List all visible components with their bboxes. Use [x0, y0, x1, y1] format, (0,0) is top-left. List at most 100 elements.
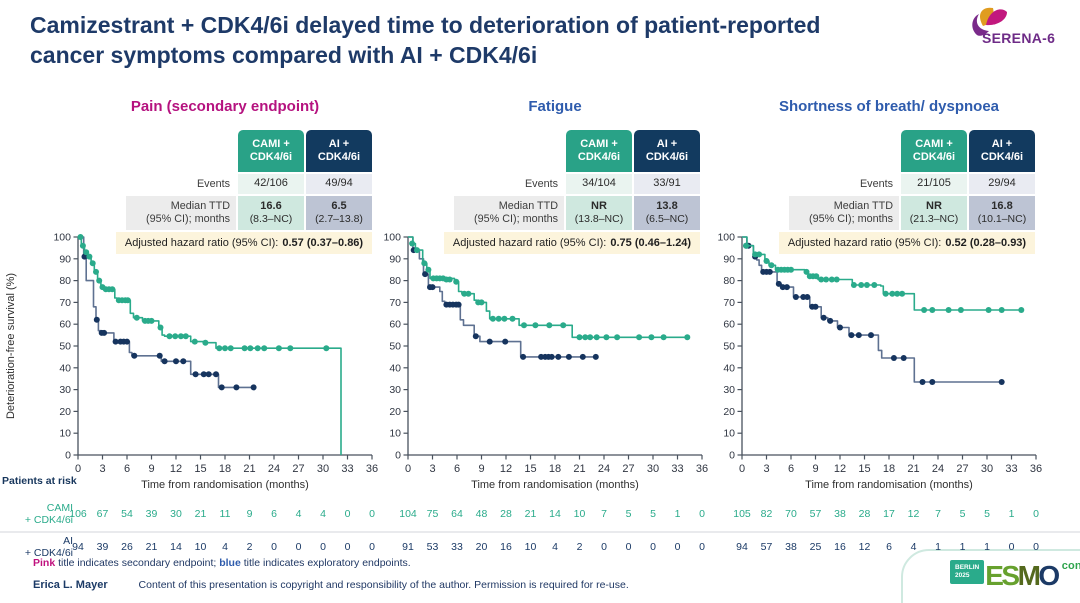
hazard-ratio-value: 0.75 (0.46–1.24) [610, 237, 692, 249]
svg-text:21: 21 [573, 463, 585, 475]
censor-mark [555, 353, 562, 360]
censor-mark [576, 334, 583, 341]
svg-text:39: 39 [146, 508, 158, 520]
median-ai-value: 16.8 (10.1–NC) [969, 196, 1035, 230]
svg-text:21: 21 [243, 463, 255, 475]
svg-text:0: 0 [345, 541, 351, 553]
censor-mark [191, 338, 198, 345]
panel-title-dyspnoea: Shortness of breath/ dyspnoea [778, 98, 1000, 115]
censor-mark [648, 334, 655, 341]
hazard-ratio-value: 0.52 (0.28–0.93) [945, 237, 1027, 249]
svg-text:9: 9 [148, 463, 154, 475]
svg-text:1: 1 [1009, 508, 1015, 520]
svg-text:33: 33 [1005, 463, 1017, 475]
svg-text:100: 100 [383, 232, 401, 244]
censor-mark [131, 352, 138, 359]
censor-mark [998, 307, 1005, 313]
events-row-label: Events [859, 177, 893, 190]
svg-text:1: 1 [984, 541, 990, 553]
censor-mark [779, 284, 786, 291]
serena-6-logo: SERENA-6 [968, 4, 1072, 56]
svg-text:90: 90 [723, 253, 735, 265]
footnote-pink-word: Pink [33, 557, 56, 569]
svg-text:0: 0 [75, 463, 81, 475]
svg-text:33: 33 [671, 463, 683, 475]
svg-text:0: 0 [1033, 541, 1039, 553]
censor-mark [205, 371, 212, 378]
median-ai-value: 6.5 (2.7–13.8) [306, 196, 372, 230]
svg-text:0: 0 [405, 463, 411, 475]
censor-mark [743, 242, 750, 249]
svg-text:30: 30 [170, 508, 182, 520]
svg-text:0: 0 [699, 541, 705, 553]
at-risk-table: 105 94 82 57 70 38 57 25 38 16 28 12 17 6 12 4 7 1 5 1 5 1 1 0 0… [712, 508, 1080, 553]
hazard-ratio-band: Adjusted hazard ratio (95% CI): 0.57 (0.… [116, 232, 372, 254]
svg-text:60: 60 [59, 319, 71, 331]
svg-text:24: 24 [268, 463, 280, 475]
censor-mark [820, 314, 827, 321]
svg-text:12: 12 [170, 463, 182, 475]
cami-column-header: CAMI + CDK4/6i [901, 130, 967, 172]
svg-text:39: 39 [97, 541, 109, 553]
hazard-ratio-band: Adjusted hazard ratio (95% CI): 0.75 (0.… [444, 232, 700, 254]
stats-corner-cell [789, 130, 899, 172]
censor-mark [414, 247, 420, 254]
svg-text:25: 25 [810, 541, 822, 553]
svg-text:15: 15 [194, 463, 206, 475]
censor-mark [222, 345, 228, 352]
svg-text:82: 82 [761, 508, 773, 520]
censor-mark [827, 317, 834, 324]
censor-mark [180, 358, 187, 365]
series-ai [742, 236, 1005, 385]
svg-text:0: 0 [296, 541, 302, 553]
censor-mark [565, 353, 572, 360]
esmo-logo-arc [901, 549, 1080, 603]
censor-mark [465, 290, 472, 297]
censor-mark [684, 334, 691, 341]
svg-text:57: 57 [810, 508, 822, 520]
censor-mark [86, 253, 93, 260]
censor-mark [812, 303, 819, 310]
svg-text:4: 4 [552, 541, 558, 553]
censor-mark [173, 358, 179, 365]
censor-mark [93, 316, 100, 323]
censor-mark [538, 353, 545, 360]
svg-text:100: 100 [53, 232, 71, 244]
censor-mark [520, 353, 527, 360]
svg-text:0: 0 [739, 463, 745, 475]
svg-text:9: 9 [812, 463, 818, 475]
censor-mark [882, 290, 889, 297]
esmo-wordmark: ESMO [985, 560, 1060, 592]
events-cami-value: 34/104 [566, 174, 632, 194]
events-row-label: Events [524, 177, 558, 190]
censor-mark [548, 353, 555, 360]
svg-text:6: 6 [788, 463, 794, 475]
svg-text:75: 75 [427, 508, 439, 520]
censor-mark [855, 332, 862, 339]
stats-corner-cell [454, 130, 564, 172]
svg-text:91: 91 [402, 541, 414, 553]
svg-text:0: 0 [65, 450, 71, 462]
svg-text:80: 80 [389, 275, 401, 287]
svg-text:30: 30 [981, 463, 993, 475]
stats-table-pain: CAMI + CDK4/6i AI + CDK4/6i Events 42/10… [116, 130, 372, 254]
risk-label-ai-2: + CDK4/6i [25, 547, 73, 559]
censor-mark [287, 345, 294, 352]
svg-text:50: 50 [389, 341, 401, 353]
svg-text:94: 94 [736, 541, 748, 553]
events-ai-value: 49/94 [306, 174, 372, 194]
svg-text:18: 18 [219, 463, 231, 475]
censor-mark [823, 276, 830, 283]
svg-text:28: 28 [859, 508, 871, 520]
svg-text:0: 0 [345, 508, 351, 520]
censor-mark [109, 286, 116, 293]
svg-text:12: 12 [908, 508, 920, 520]
esmo-berlin-badge: BERLIN 2025 [950, 560, 985, 585]
svg-text:90: 90 [59, 253, 71, 265]
svg-text:50: 50 [59, 341, 71, 353]
stats-corner-cell [126, 130, 236, 172]
censor-mark [409, 240, 416, 247]
censor-mark [156, 352, 163, 359]
svg-text:106: 106 [69, 508, 87, 520]
copyright-text: Content of this presentation is copyrigh… [138, 579, 629, 591]
